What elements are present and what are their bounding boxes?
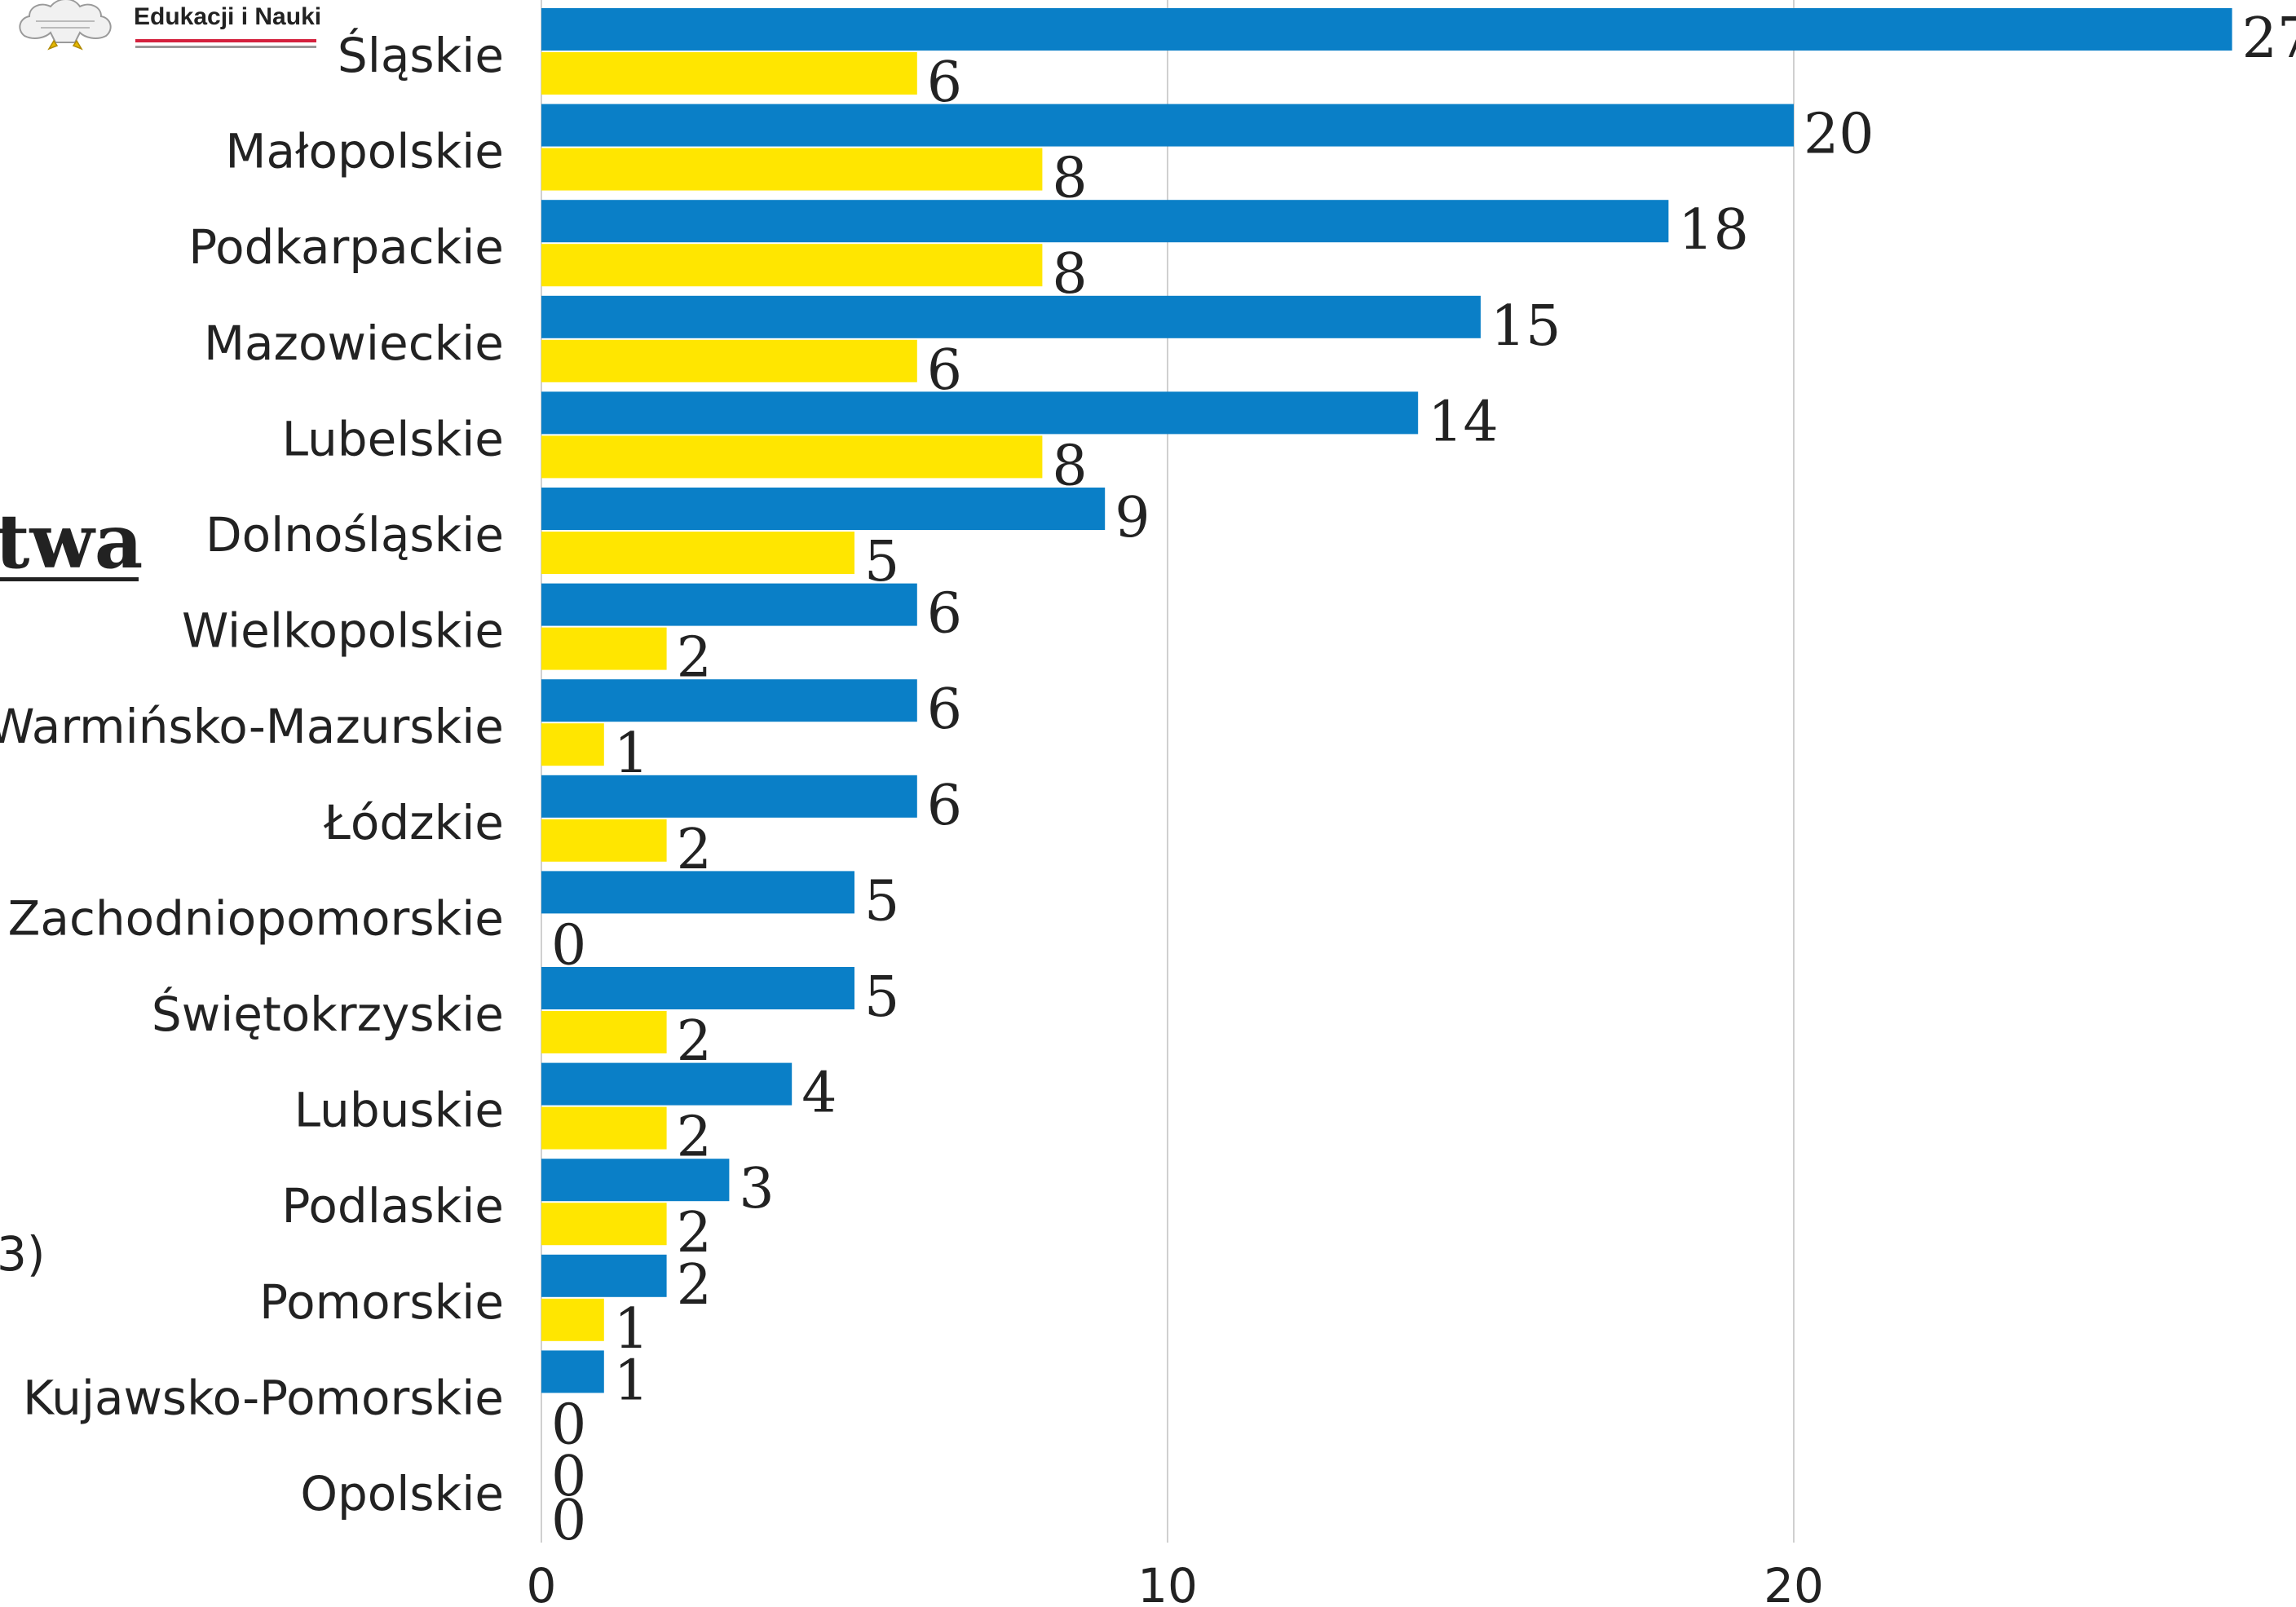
bar-series-2 (541, 1011, 667, 1053)
data-label: 4 (801, 1062, 837, 1126)
category-label: Lubelskie (282, 411, 504, 466)
data-label: 8 (1052, 147, 1087, 211)
data-label: 1 (614, 1297, 649, 1362)
category-label: Podlaskie (282, 1178, 504, 1234)
data-label: 18 (1678, 198, 1749, 263)
data-label: 0 (551, 913, 586, 978)
data-label: 2 (677, 1106, 712, 1170)
bar-series-2 (541, 723, 604, 766)
category-label: Lubuskie (294, 1083, 504, 1138)
bar-series-2 (541, 1203, 667, 1246)
bar-series-2 (541, 1106, 667, 1150)
bar-series-1 (541, 1062, 793, 1106)
bar-series-2 (541, 148, 1043, 191)
logo-red-rule (135, 39, 316, 42)
x-tick-label: 0 (527, 1558, 557, 1607)
x-axis-ticks: 0 10 20 (527, 1558, 1824, 1607)
bar-series-1 (541, 1159, 730, 1202)
category-label: Śląskie (338, 27, 504, 83)
category-label: Podkarpackie (188, 219, 504, 275)
data-label: 6 (927, 51, 962, 115)
data-label: 3 (739, 1157, 774, 1221)
bar-series-1 (541, 1254, 667, 1297)
category-label: Zachodniopomorskie (8, 890, 504, 946)
bar-series-2 (541, 339, 917, 382)
bar-series-1 (541, 488, 1106, 530)
bar-series-2 (541, 627, 667, 670)
category-label: Warmińsko-Mazurskie (0, 699, 504, 754)
data-label: 6 (927, 774, 962, 838)
data-label: 2 (677, 626, 712, 691)
eagle-emblem-icon (19, 0, 112, 51)
cut-off-text-fragment: 3) (0, 1226, 46, 1282)
data-label: 6 (927, 678, 962, 742)
data-label: 1 (614, 722, 649, 786)
bar-series-1 (541, 1350, 604, 1393)
category-label: Mazowieckie (204, 316, 504, 371)
data-label: 8 (1052, 434, 1087, 498)
category-label: Kujawsko-Pomorskie (23, 1370, 504, 1425)
data-label: 6 (927, 582, 962, 647)
bar-series-2 (541, 1298, 604, 1341)
bar-series-1 (541, 871, 854, 914)
category-label: Łódzkie (323, 795, 504, 850)
data-label: 15 (1490, 294, 1561, 359)
bar-series-1 (541, 104, 1794, 147)
x-tick-label: 10 (1137, 1558, 1198, 1607)
bar-series-2 (541, 819, 667, 862)
cut-off-title-fragment: twa (0, 497, 143, 585)
data-label: 5 (864, 965, 899, 1030)
data-label: 20 (1804, 103, 1874, 167)
bars (541, 8, 2232, 1393)
data-label: 5 (864, 530, 899, 594)
x-tick-label: 20 (1764, 1558, 1824, 1607)
data-label: 2 (677, 1009, 712, 1074)
category-label: Małopolskie (225, 124, 504, 179)
bar-series-1 (541, 391, 1419, 435)
data-label: 2 (677, 1253, 712, 1318)
bar-series-2 (541, 244, 1043, 287)
data-label: 5 (864, 869, 899, 934)
data-label: 27 (2242, 7, 2296, 71)
data-label: 0 (551, 1489, 586, 1553)
bar-series-2 (541, 52, 917, 95)
logo-text: Edukacji i Nauki (134, 3, 321, 30)
data-label: 0 (551, 1445, 586, 1509)
ministry-logo: Edukacji i Nauki (19, 0, 321, 51)
bar-series-1 (541, 967, 854, 1009)
category-label: Pomorskie (259, 1274, 504, 1330)
data-label: 1 (614, 1349, 649, 1413)
data-label: 0 (551, 1393, 586, 1457)
bar-series-2 (541, 532, 854, 574)
bar-series-1 (541, 583, 917, 626)
data-label: 9 (1115, 486, 1150, 550)
category-label: Opolskie (300, 1466, 504, 1521)
data-label: 14 (1428, 390, 1499, 454)
category-label: Wielkopolskie (182, 603, 504, 659)
category-label: Dolnośląskie (205, 507, 504, 563)
bar-series-2 (541, 435, 1043, 479)
data-label: 2 (677, 1201, 712, 1265)
category-label: Świętokrzyskie (152, 986, 504, 1042)
bar-series-1 (541, 775, 917, 818)
bar-series-1 (541, 295, 1481, 338)
bar-series-1 (541, 200, 1669, 243)
data-label: 6 (927, 338, 962, 403)
title-underline (0, 577, 139, 581)
category-labels: Śląskie Małopolskie Podkarpackie Mazowiecki… (0, 27, 504, 1521)
bar-series-1 (541, 679, 917, 722)
bar-series-1 (541, 8, 2232, 51)
logo-grey-rule (135, 46, 316, 48)
data-label: 8 (1052, 242, 1087, 307)
data-label: 2 (677, 818, 712, 882)
